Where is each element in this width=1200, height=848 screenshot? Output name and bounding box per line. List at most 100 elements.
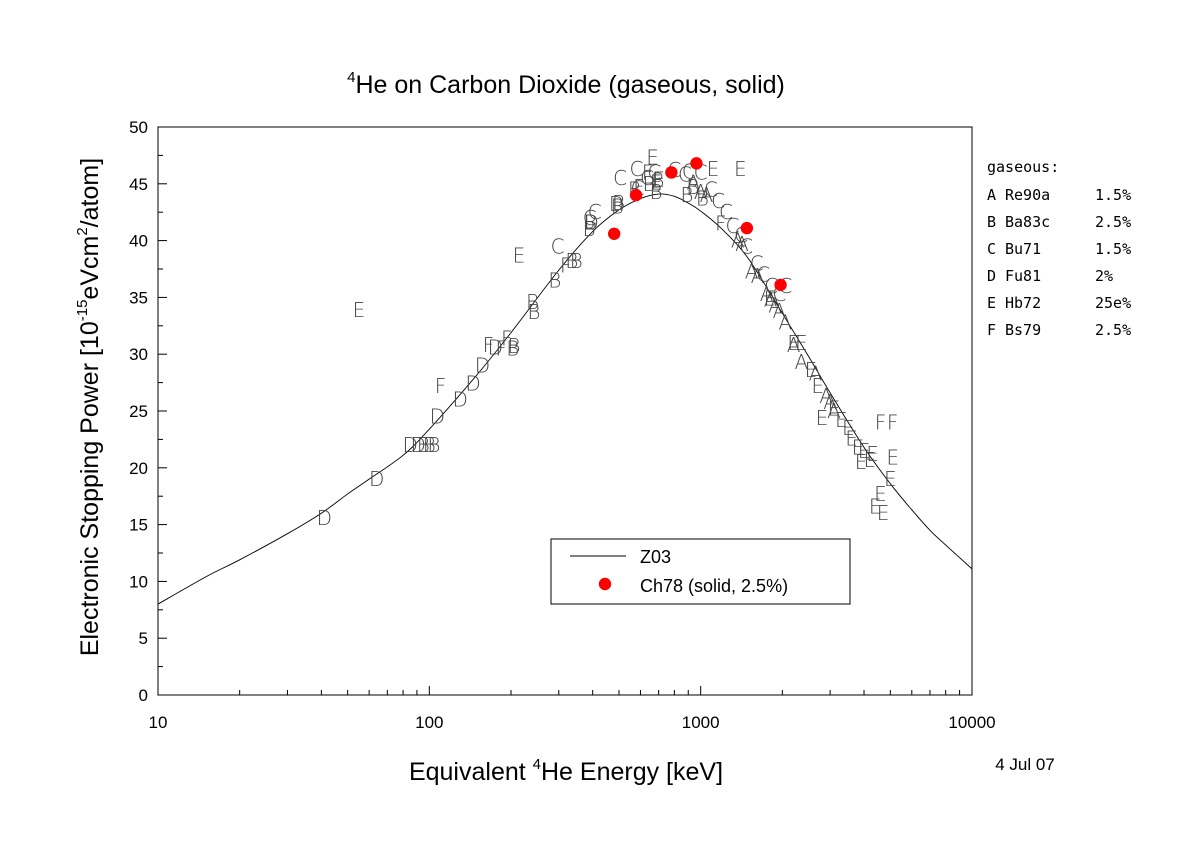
data-point-e: E [855,450,868,474]
ch78-data-point [629,188,643,202]
x-tick-label: 10 [149,713,168,732]
data-point-b: B [507,334,520,358]
data-point-a: A [773,299,787,323]
data-point-c: C [647,160,661,184]
data-point-b: B [526,290,539,314]
legend-ch78-swatch [598,577,612,591]
data-point-e: E [734,157,747,181]
data-point-c: C [711,189,725,213]
data-point-e: E [852,435,865,459]
data-point-f: F [560,254,572,278]
data-point-e: E [828,397,841,421]
data-point-e: E [646,146,659,170]
data-point-c: C [756,263,770,287]
side-legend-uncertainty: 2.5% [1095,213,1131,231]
data-point-a: A [823,390,837,414]
y-axis-label: Electronic Stopping Power [10-15eVcm2/at… [74,158,104,656]
ch78-data-point [690,157,703,170]
legend-ch78-label: Ch78 (solid, 2.5%) [640,576,788,596]
side-legend-uncertainty: 1.5% [1095,186,1131,204]
data-point-d: D [317,506,332,530]
data-point-f: F [633,175,645,199]
y-tick-label: 5 [139,629,148,648]
chart-title-text: He on Carbon Dioxide (gaseous, solid) [355,71,784,99]
side-legend-heading: gaseous: [987,158,1059,176]
z03-curve [158,193,972,605]
data-point-a: A [809,362,823,386]
data-point-c: C [719,200,733,224]
data-point-d: D [584,210,599,234]
side-legend-letter: F [987,321,996,339]
side-legend-ref: Re90a [1005,186,1050,204]
side-legend-uncertainty: 25e% [1095,294,1131,312]
chart-title: 4He on Carbon Dioxide (gaseous, solid) [347,69,785,99]
ch78-data-point [774,278,787,292]
data-point-b: B [527,300,540,324]
side-legend-letter: D [987,267,996,285]
y-axis-ticks: 0 5 10 15 20 25 30 35 40 45 50 [129,118,167,705]
data-point-a: A [778,310,792,334]
plot-frame [157,126,973,696]
data-point-e: E [845,426,858,450]
data-point-e: E [811,374,824,398]
x-axis-label-suffix: He Energy [keV] [541,758,723,786]
data-point-a: A [687,171,701,195]
side-legend-entry-f: F Bs79 2.5% [987,321,1131,339]
data-point-e: E [884,467,897,491]
solid-data-points [607,157,787,292]
side-legend-entry-a: A Re90a 1.5% [987,186,1131,204]
data-point-e: E [866,442,879,466]
y-tick-label: 25 [129,402,148,421]
chart-title-superscript: 4 [347,69,355,86]
data-point-e: E [858,439,871,463]
data-point-e: E [650,171,663,195]
side-legend-letter: E [987,294,996,312]
data-point-a: A [700,183,714,207]
data-point-c: C [764,274,778,298]
data-point-b: B [642,172,655,196]
data-point-c: C [629,157,643,181]
side-legend-entry-b: B Ba83c 2.5% [987,213,1131,231]
data-point-a: A [694,180,708,204]
data-point-c: C [640,166,654,190]
y-tick-label: 30 [129,345,148,364]
data-point-a: A [795,350,809,374]
x-axis-label-superscript: 4 [533,756,541,773]
data-point-b: B [548,268,561,292]
side-legend-entry-d: D Fu81 2% [987,267,1113,285]
side-legend-ref: Hb72 [1005,294,1041,312]
data-point-a: A [731,229,745,253]
data-point-c: C [588,200,602,224]
side-legend-letter: C [987,240,996,258]
data-point-c: C [726,214,740,238]
x-axis-label: Equivalent 4He Energy [keV] [409,756,723,786]
data-point-a: A [735,232,749,256]
data-point-c: C [613,166,627,190]
data-point-e: E [513,243,526,267]
data-point-f: F [887,410,899,434]
side-legend-uncertainty: 1.5% [1095,240,1131,258]
data-point-d: D [453,388,468,412]
data-point-e: E [842,416,855,440]
y-tick-label: 40 [129,232,148,251]
data-point-a: A [827,399,841,423]
data-point-a: A [768,293,782,317]
data-point-a: A [764,288,778,312]
data-point-b: B [570,249,583,273]
legend-z03-label: Z03 [640,547,671,567]
y-tick-label: 10 [129,572,148,591]
data-point-a: A [787,333,801,357]
data-point-c: C [704,177,718,201]
y-axis-label-middle: eVcm [76,236,104,300]
y-axis-label-sup2: 2 [74,227,91,235]
data-point-a: A [819,384,833,408]
ch78-data-point [665,166,678,179]
side-legend: gaseous: A Re90a 1.5% B Ba83c 2.5% C Bu7… [987,158,1131,339]
data-point-e: E [863,448,876,472]
data-point-a: A [751,264,765,288]
data-point-e: E [874,482,887,506]
y-tick-label: 35 [129,288,148,307]
data-point-c: C [551,234,565,258]
y-tick-label: 15 [129,516,148,535]
data-point-f: F [875,410,887,434]
